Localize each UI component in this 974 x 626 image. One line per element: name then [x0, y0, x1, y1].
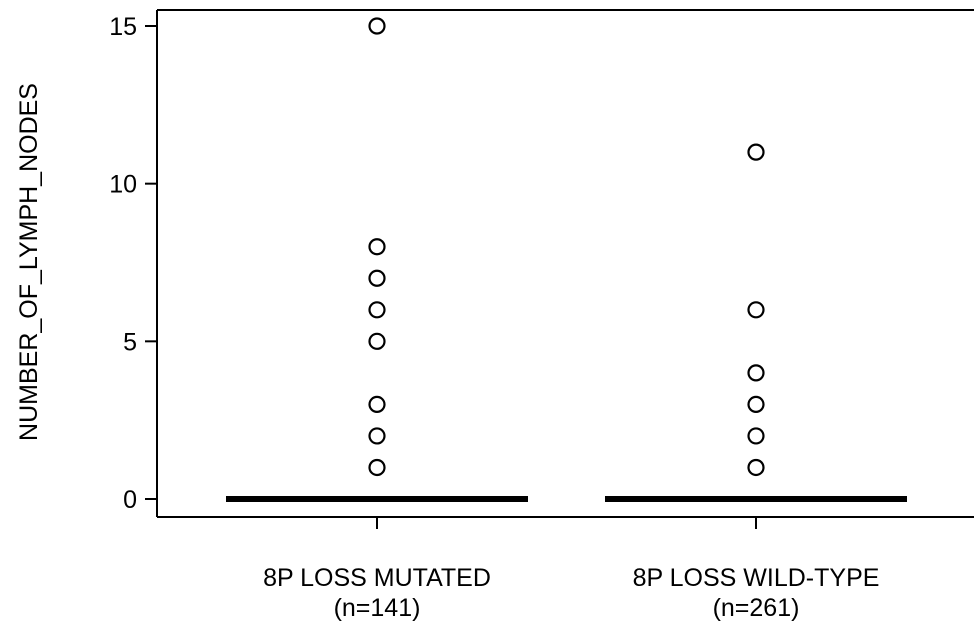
outlier-point	[368, 395, 386, 413]
outlier-point	[368, 238, 386, 256]
y-tick-label: 10	[109, 171, 137, 199]
y-axis-label: NUMBER_OF_LYMPH_NODES	[15, 83, 43, 441]
outlier-point	[747, 427, 765, 445]
boxes	[226, 17, 907, 502]
box-group	[605, 143, 907, 502]
outlier-point	[368, 427, 386, 445]
y-tick-label: 0	[123, 486, 137, 514]
outlier-point	[747, 395, 765, 413]
category-label: 8P LOSS WILD-TYPE	[633, 564, 880, 592]
y-tick-label: 15	[109, 13, 137, 41]
y-tick-label: 5	[123, 328, 137, 356]
outlier-point	[747, 364, 765, 382]
x-axis-ticks: 8P LOSS MUTATED(n=141) 8P LOSS WILD-TYPE(…	[263, 517, 879, 622]
outlier-point	[368, 301, 386, 319]
outlier-point	[368, 17, 386, 35]
box-group	[226, 17, 528, 502]
y-axis-ticks: 0 5 10 15	[109, 13, 157, 514]
category-label: 8P LOSS MUTATED	[263, 564, 491, 592]
category-count-label: (n=141)	[334, 594, 421, 622]
outlier-point	[747, 301, 765, 319]
outlier-point	[747, 458, 765, 477]
outlier-point	[747, 143, 765, 161]
category-count-label: (n=261)	[713, 594, 800, 622]
plot-frame	[157, 9, 974, 518]
outlier-point	[368, 458, 386, 477]
outlier-point	[368, 269, 386, 287]
outlier-point	[368, 332, 386, 350]
